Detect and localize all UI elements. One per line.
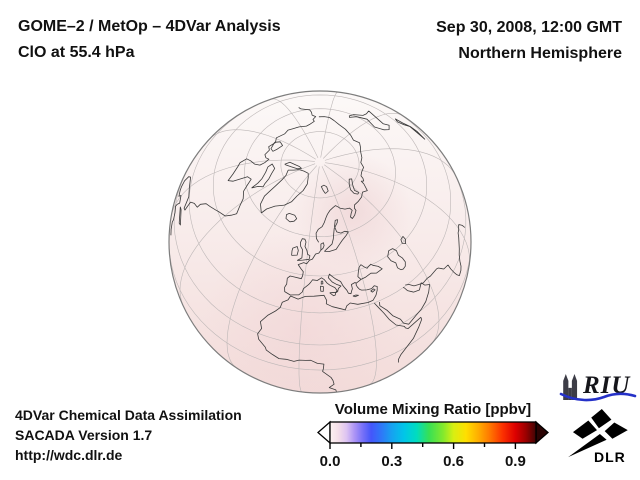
globe-limb xyxy=(168,90,472,394)
colorbar-title: Volume Mixing Ratio [ppbv] xyxy=(334,401,532,418)
cathedral-icon xyxy=(563,374,578,400)
colorbar-tick-label: 0.3 xyxy=(381,453,402,470)
coastlines xyxy=(170,107,466,392)
colorbar-tick-label: 0.0 xyxy=(320,453,341,470)
date-label: Sep 30, 2008, 12:00 GMT xyxy=(436,19,622,36)
region-label: Northern Hemisphere xyxy=(458,45,622,62)
graticule xyxy=(168,91,472,393)
colorbar-left-arrow xyxy=(317,420,331,445)
globe-map xyxy=(168,90,472,394)
colorbar-tick-label: 0.9 xyxy=(505,453,526,470)
colorbar: 0.0 0.3 0.6 0.9 xyxy=(317,420,549,470)
colorbar-ticks xyxy=(329,443,517,449)
dlr-emblem-icon xyxy=(568,409,628,458)
colorbar-gradient-bar xyxy=(329,421,537,444)
riu-wave-icon xyxy=(559,392,637,402)
footer-line-assimilation: 4DVar Chemical Data Assimilation xyxy=(15,407,242,423)
dlr-logo-text: DLR xyxy=(594,449,626,465)
footer-line-version: SACADA Version 1.7 xyxy=(15,427,153,443)
colorbar-right-arrow xyxy=(535,420,549,445)
footer-line-url: http://wdc.dlr.de xyxy=(15,447,123,463)
colorbar-tick-label: 0.6 xyxy=(443,453,464,470)
plot-subtitle-species: ClO at 55.4 hPa xyxy=(18,44,135,61)
plot-title: GOME–2 / MetOp – 4DVar Analysis xyxy=(18,18,281,35)
